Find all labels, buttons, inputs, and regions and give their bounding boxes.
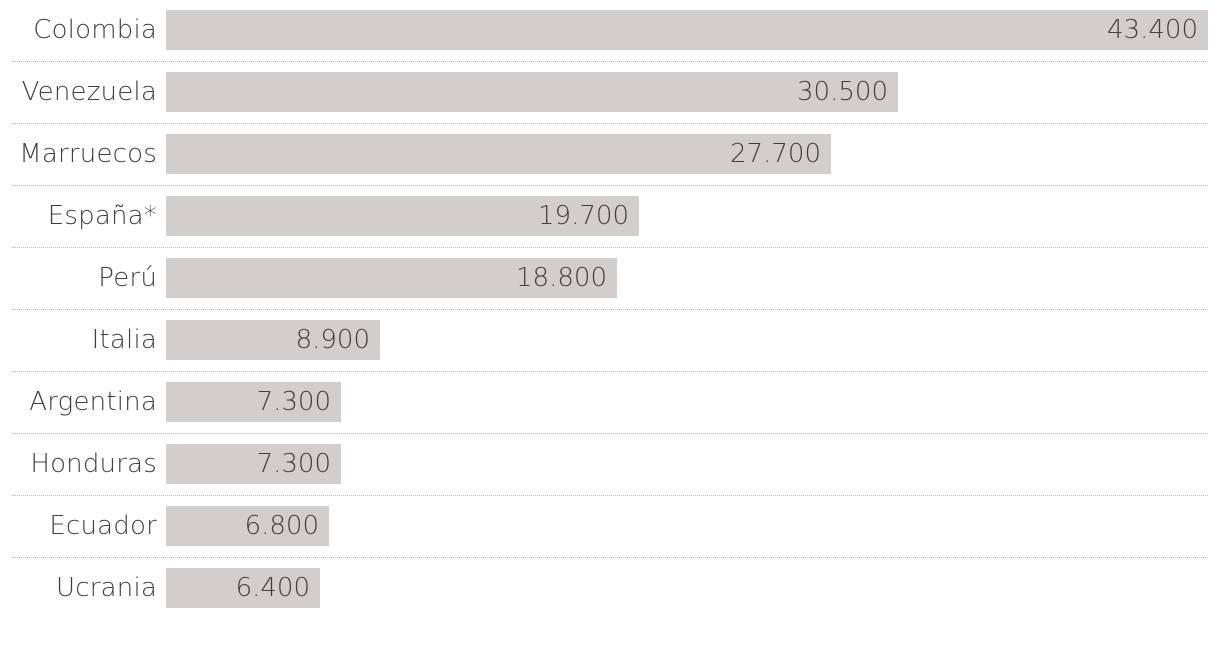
chart-row: Colombia 43.400 bbox=[0, 0, 1220, 62]
data-label: 30.500 bbox=[797, 77, 888, 107]
bar: 19.700 bbox=[166, 196, 639, 236]
data-label: 6.800 bbox=[244, 511, 319, 541]
category-label: Marruecos bbox=[19, 139, 157, 169]
data-label: 7.300 bbox=[256, 387, 331, 417]
category-label: Italia bbox=[91, 325, 157, 355]
bar: 43.400 bbox=[166, 10, 1208, 50]
bar: 30.500 bbox=[166, 72, 898, 112]
row-divider bbox=[12, 123, 1208, 124]
bar: 6.400 bbox=[166, 568, 320, 608]
bar: 7.300 bbox=[166, 444, 341, 484]
bar: 6.800 bbox=[166, 506, 329, 546]
data-label: 19.700 bbox=[538, 201, 629, 231]
category-label: Ecuador bbox=[49, 511, 157, 541]
chart-row: España* 19.700 bbox=[0, 186, 1220, 248]
data-label: 7.300 bbox=[256, 449, 331, 479]
chart-row: Honduras 7.300 bbox=[0, 434, 1220, 496]
row-divider bbox=[12, 61, 1208, 62]
category-label: Colombia bbox=[33, 15, 157, 45]
category-label: Honduras bbox=[30, 449, 157, 479]
chart-row: Italia 8.900 bbox=[0, 310, 1220, 372]
data-label: 6.400 bbox=[235, 573, 310, 603]
row-divider bbox=[12, 309, 1208, 310]
chart-row: Venezuela 30.500 bbox=[0, 62, 1220, 124]
row-divider bbox=[12, 557, 1208, 558]
category-label: España* bbox=[47, 201, 157, 231]
data-label: 27.700 bbox=[730, 139, 821, 169]
row-divider bbox=[12, 185, 1208, 186]
bar: 7.300 bbox=[166, 382, 341, 422]
row-divider bbox=[12, 371, 1208, 372]
bar: 27.700 bbox=[166, 134, 831, 174]
category-label: Argentina bbox=[29, 387, 157, 417]
row-divider bbox=[12, 433, 1208, 434]
chart-row: Ucrania 6.400 bbox=[0, 558, 1220, 620]
data-label: 18.800 bbox=[516, 263, 607, 293]
bar: 18.800 bbox=[166, 258, 617, 298]
bar: 8.900 bbox=[166, 320, 380, 360]
chart-row: Argentina 7.300 bbox=[0, 372, 1220, 434]
chart-row: Perú 18.800 bbox=[0, 248, 1220, 310]
category-label: Ucrania bbox=[56, 573, 157, 603]
data-label: 8.900 bbox=[295, 325, 370, 355]
chart-row: Ecuador 6.800 bbox=[0, 496, 1220, 558]
row-divider bbox=[12, 247, 1208, 248]
chart-row: Marruecos 27.700 bbox=[0, 124, 1220, 186]
row-divider bbox=[12, 495, 1208, 496]
data-label: 43.400 bbox=[1107, 15, 1198, 45]
category-label: Venezuela bbox=[21, 77, 157, 107]
category-label: Perú bbox=[98, 263, 157, 293]
